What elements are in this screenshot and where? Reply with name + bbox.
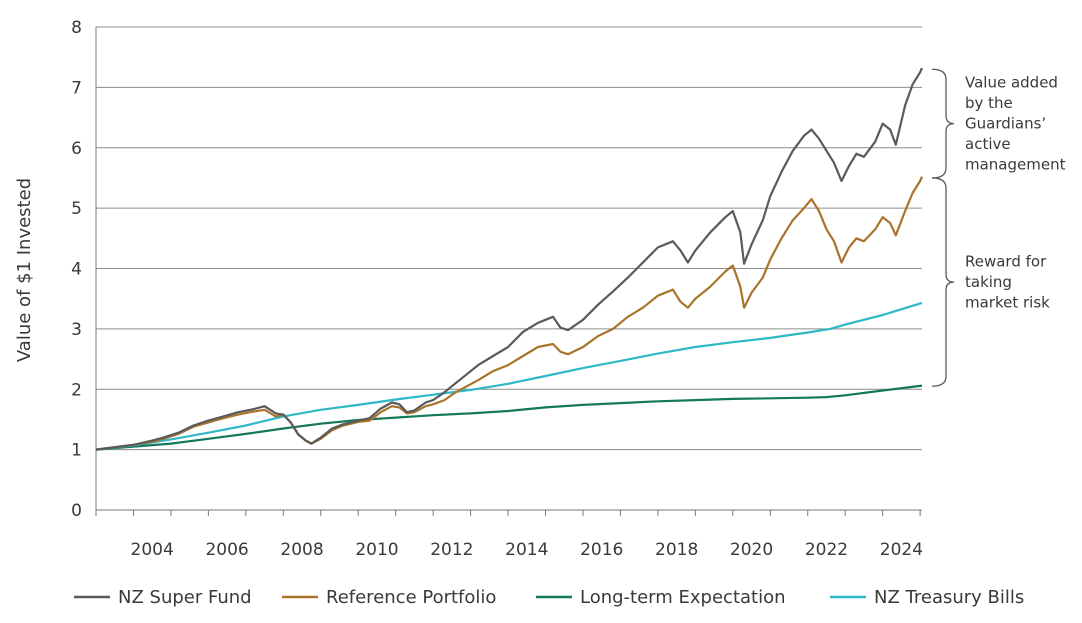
- x-tick-label: 2004: [131, 540, 174, 560]
- y-tick-label: 6: [71, 139, 82, 159]
- value-added-text: Guardians’: [965, 115, 1046, 133]
- market-risk-brace: [931, 177, 955, 387]
- x-tick-label: 2012: [430, 540, 473, 560]
- value-added-text: management: [965, 156, 1066, 174]
- y-tick-label: 8: [71, 18, 82, 38]
- market-risk-text: Reward for: [965, 253, 1047, 271]
- y-tick-label: 2: [71, 380, 82, 400]
- value-added-text: by the: [965, 94, 1013, 112]
- series-line-nz-super-fund: [95, 67, 924, 451]
- series-line-reference-portfolio: [95, 176, 924, 451]
- legend: NZ Super Fund Reference Portfolio Long-ter…: [74, 587, 1024, 608]
- data-series: [95, 67, 924, 451]
- x-tick-label: 2008: [280, 540, 323, 560]
- y-tick-label: 3: [71, 320, 82, 340]
- x-axis-ticks: 2004 2006 2008 2010 2012 2014 2016 2018 2020 2022…: [131, 540, 923, 560]
- y-tick-label: 0: [71, 501, 82, 521]
- series-line-long-term-expectation: [95, 384, 923, 451]
- axes: [95, 27, 922, 516]
- market-risk-text: taking: [965, 273, 1012, 291]
- legend-label-nz-treasury-bills: NZ Treasury Bills: [874, 587, 1024, 608]
- market-risk-text: market risk: [965, 294, 1050, 312]
- x-tick-label: 2022: [805, 540, 848, 560]
- x-tick-label: 2024: [880, 540, 923, 560]
- x-tick-label: 2006: [205, 540, 248, 560]
- y-tick-label: 1: [71, 441, 82, 461]
- x-tick-label: 2018: [655, 540, 698, 560]
- x-tick-label: 2010: [355, 540, 398, 560]
- value-added-text: Value added: [965, 74, 1058, 92]
- value-added-brace: [931, 68, 955, 179]
- grid-lines: [96, 26, 922, 451]
- x-tick-label: 2014: [505, 540, 548, 560]
- annotations: Value added by the Guardians’ active managem…: [931, 68, 1066, 387]
- y-tick-label: 5: [71, 199, 82, 219]
- series-line-nz-treasury-bills: [95, 301, 923, 451]
- value-added-text: active: [965, 135, 1011, 153]
- legend-label-nz-super-fund: NZ Super Fund: [118, 587, 252, 608]
- x-tick-label: 2020: [730, 540, 773, 560]
- y-axis-label: Value of $1 Invested: [14, 178, 35, 362]
- x-tick-label: 2016: [580, 540, 623, 560]
- legend-label-reference-portfolio: Reference Portfolio: [326, 587, 496, 608]
- legend-label-long-term-expectation: Long-term Expectation: [580, 587, 786, 608]
- y-tick-label: 7: [71, 78, 82, 98]
- y-tick-label: 4: [71, 260, 82, 280]
- y-axis-ticks: 0 1 2 3 4 5 6 7 8: [71, 18, 82, 521]
